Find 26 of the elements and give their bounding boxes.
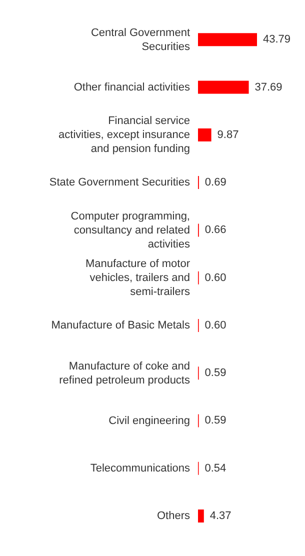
bar: [198, 510, 204, 523]
data-label: 0.69: [204, 176, 226, 189]
data-label: 37.69: [254, 81, 282, 94]
y-tick-label: Civil engineering: [108, 414, 190, 427]
y-tick-label: State Government Securities: [49, 176, 190, 189]
bar: [198, 128, 212, 142]
y-tick-label: Manufacture of motor vehicles, trailers and semi-trailers: [85, 258, 190, 298]
data-label: 0.60: [204, 272, 226, 284]
y-tick-label: Manufacture of coke and refined petroleum products: [59, 360, 190, 386]
data-label: 0.60: [204, 319, 226, 332]
data-label: 43.79: [263, 34, 291, 46]
y-tick-label: Computer programming, consultancy and related activities: [70, 210, 190, 250]
y-tick-label: Central Government Securities: [90, 26, 190, 53]
y-tick-label: Others: [156, 510, 190, 522]
y-tick-label: Manufacture of Basic Metals: [51, 320, 190, 332]
data-label: 0.59: [204, 414, 226, 427]
data-label: 0.54: [204, 462, 226, 474]
data-label: 0.66: [204, 224, 226, 236]
data-label: 4.37: [210, 510, 232, 522]
data-label: 0.59: [204, 367, 226, 380]
bar: [198, 80, 249, 94]
y-tick-label: Financial service activities, except insurance and pension funding: [58, 115, 190, 156]
y-tick-label: Telecommunications: [90, 462, 190, 475]
y-tick-label: Other financial activities: [74, 81, 190, 94]
data-label: 9.87: [217, 128, 239, 141]
bar: [198, 33, 257, 46]
